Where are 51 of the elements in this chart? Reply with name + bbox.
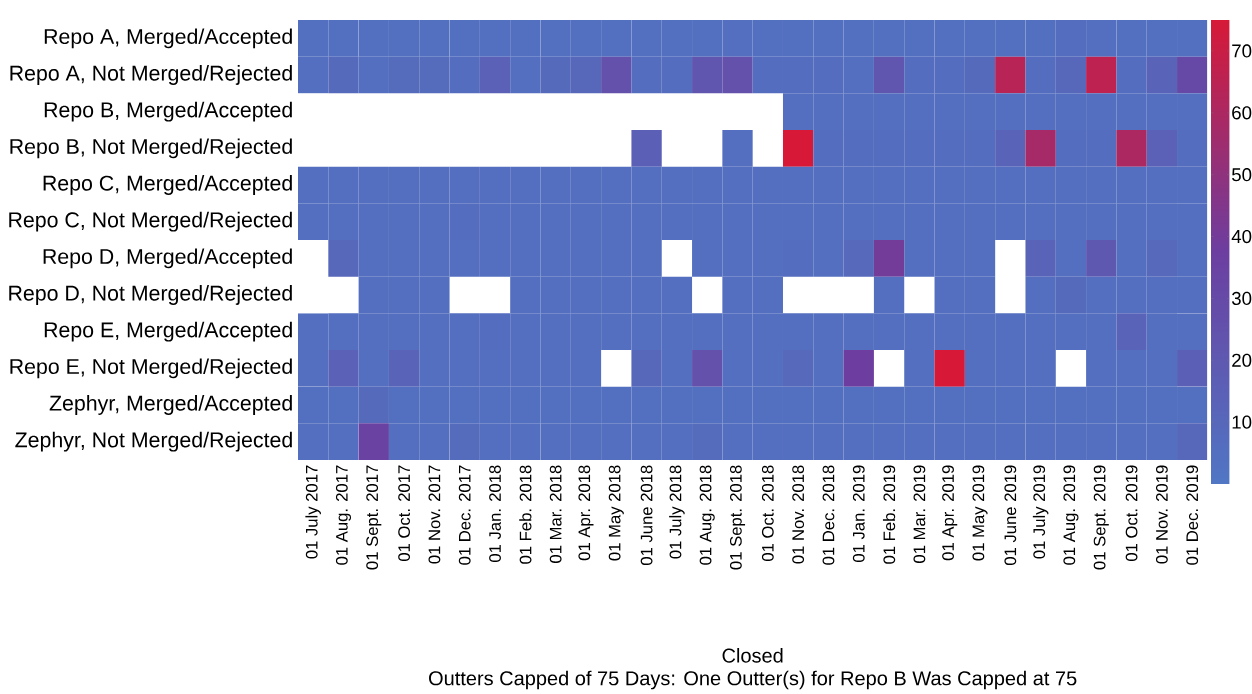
x-tick-label: 01 Mar. 2019 [913,465,926,563]
x-tick-label: 01 May 2018 [608,465,624,561]
x-tick-label: 01 May 2019 [972,465,988,561]
x-tick-label: 01 Feb. 2018 [519,465,532,564]
y-tick-label: Repo E, Not Merged/Rejected [10,358,292,379]
x-tick-label: 01 Dec. 2018 [822,465,835,565]
y-tick-label: Repo C, Merged/Accepted [43,175,292,195]
color-bar-label: 70 [1232,44,1252,58]
y-tick-label: Repo C, Not Merged/Rejected [9,211,292,232]
x-tick-label: 01 Dec. 2017 [458,465,471,565]
y-tick-label: Repo A, Not Merged/Rejected [10,65,292,85]
x-tick-label: 01 Dec. 2019 [1186,465,1199,565]
x-tick-label: 01 July 2019 [1032,465,1049,559]
x-tick-label: 01 Oct. 2019 [1125,465,1138,562]
y-tick-label: Repo E, Merged/Accepted [44,321,292,342]
x-tick-label: 01 June 2018 [640,465,653,566]
x-tick-label: 01 Aug. 2019 [1063,465,1079,565]
y-tick-label: Repo D, Merged/Accepted [43,248,292,269]
color-bar-label: 40 [1231,229,1252,244]
color-bar-label: 30 [1231,291,1252,306]
x-tick-label: 01 June 2019 [1004,465,1017,566]
x-tick-label: 01 Nov. 2019 [1155,465,1168,564]
x-tick-label: 01 Aug. 2017 [335,465,352,565]
x-tick-label: 01 Sept. 2018 [729,465,746,570]
x-tick-label: 01 Feb. 2019 [882,465,896,564]
y-tick-label: Repo B, Merged/Accepted [44,101,292,122]
x-tick-label: 01 Oct. 2018 [761,465,774,562]
x-tick-label: 01 Jan. 2018 [489,465,501,562]
x-tick-label: 01 Nov. 2018 [792,465,805,564]
x-tick-label: 01 Apr. 2019 [942,465,958,561]
y-tick-label: Repo A, Merged/Accepted [44,28,292,49]
x-tick-label: 01 Oct. 2017 [398,465,410,562]
color-bar-label: 20 [1232,353,1252,367]
x-tick-label: 01 Sept. 2019 [1093,465,1109,570]
y-tick-label: Zephyr, Not Merged/Rejected [15,431,292,452]
x-tick-label: 01 Apr. 2018 [578,465,594,561]
color-bar-label: 50 [1232,168,1252,182]
y-tick-label: Repo D, Not Merged/Rejected [9,285,292,305]
x-tick-label: 01 Jan. 2019 [852,465,865,562]
x-tick-label: 01 July 2017 [305,465,321,559]
x-tick-label: 01 Nov. 2017 [428,465,441,564]
x-tick-label: 01 Sept. 2017 [366,465,382,570]
x-tick-label: 01 Mar. 2018 [549,465,562,563]
text: Outters Capped of 75 Days: One Outter(s) for Repo B Was Capped at 75 [429,670,1077,690]
y-tick-label: Zephyr, Merged/Accepted [49,395,292,415]
color-bar-label: 10 [1232,415,1252,429]
x-tick-label: 01 Aug. 2018 [699,465,715,565]
x-axis-title: Closed [722,648,783,663]
color-bar-label: 60 [1232,106,1252,120]
y-tick-label: Repo B, Not Merged/Rejected [10,138,292,159]
x-tick-label: 01 July 2018 [669,465,685,559]
